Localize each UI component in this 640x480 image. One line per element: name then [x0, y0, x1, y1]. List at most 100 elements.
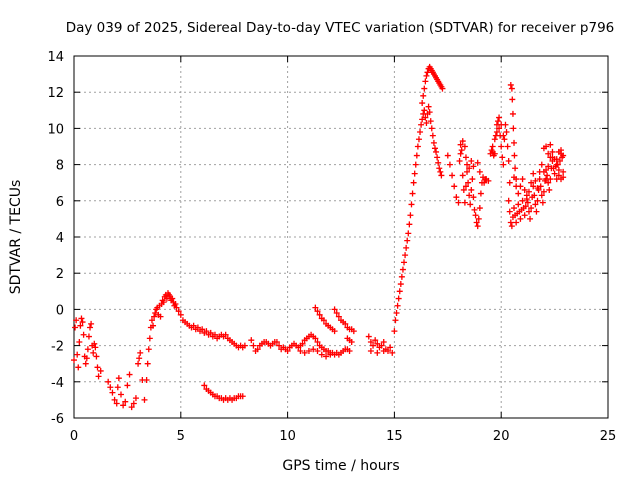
- data-point-marker: [466, 165, 473, 172]
- data-point-marker: [560, 174, 567, 181]
- data-point-marker: [150, 322, 157, 329]
- data-point-marker: [456, 157, 463, 164]
- data-point-marker: [397, 281, 404, 288]
- data-point-marker: [207, 329, 214, 336]
- data-point-marker: [460, 186, 467, 193]
- data-point-marker: [511, 139, 518, 146]
- data-point-marker: [462, 183, 469, 190]
- data-point-marker: [511, 205, 518, 212]
- data-point-marker: [109, 389, 116, 396]
- data-point-marker: [476, 205, 483, 212]
- data-point-marker: [509, 110, 516, 117]
- x-tick-label: 15: [386, 429, 403, 444]
- data-point-marker: [449, 172, 456, 179]
- data-point-marker: [412, 161, 419, 168]
- data-point-marker: [314, 338, 321, 345]
- data-point-marker: [481, 179, 488, 186]
- data-point-marker: [425, 103, 432, 110]
- data-point-marker: [457, 141, 464, 148]
- data-point-marker: [312, 304, 319, 311]
- data-point-marker: [335, 313, 342, 320]
- data-point-marker: [399, 266, 406, 273]
- data-point-marker: [455, 199, 462, 206]
- data-point-marker: [545, 150, 552, 157]
- data-point-marker: [560, 168, 567, 175]
- data-point-marker: [137, 349, 144, 356]
- data-point-marker: [91, 340, 98, 347]
- data-point-marker: [507, 219, 514, 226]
- data-point-marker: [525, 188, 532, 195]
- data-point-marker: [431, 145, 438, 152]
- data-point-marker: [458, 147, 465, 154]
- data-point-marker: [453, 194, 460, 201]
- data-point-marker: [128, 404, 135, 411]
- data-point-marker: [130, 400, 137, 407]
- data-point-marker: [555, 172, 562, 179]
- data-point-marker: [120, 402, 127, 409]
- data-point-marker: [436, 165, 443, 172]
- data-point-marker: [75, 364, 82, 371]
- data-point-marker: [485, 177, 492, 184]
- data-point-marker: [372, 337, 379, 344]
- data-point-marker: [408, 201, 415, 208]
- data-point-marker: [82, 360, 89, 367]
- data-point-marker: [146, 335, 153, 342]
- data-point-marker: [515, 190, 522, 197]
- data-point-marker: [523, 195, 530, 202]
- data-point-marker: [496, 125, 503, 132]
- data-point-marker: [500, 132, 507, 139]
- data-point-marker: [365, 333, 372, 340]
- y-tick-label: -2: [51, 340, 64, 355]
- data-point-marker: [429, 132, 436, 139]
- x-tick-label: 10: [279, 429, 296, 444]
- data-point-marker: [489, 143, 496, 150]
- data-point-marker: [474, 223, 481, 230]
- data-point-marker: [534, 185, 541, 192]
- data-point-marker: [422, 114, 429, 121]
- data-point-marker: [73, 317, 80, 324]
- data-point-marker: [438, 172, 445, 179]
- data-point-marker: [531, 192, 538, 199]
- data-point-marker: [474, 159, 481, 166]
- data-point-marker: [498, 121, 505, 128]
- data-point-marker: [459, 138, 466, 145]
- data-point-marker: [107, 384, 114, 391]
- data-point-marker: [491, 150, 498, 157]
- data-point-marker: [380, 348, 387, 355]
- y-tick-label: 4: [56, 231, 64, 246]
- data-point-marker: [560, 152, 567, 159]
- data-point-marker: [90, 349, 97, 356]
- data-point-marker: [114, 384, 121, 391]
- data-point-marker: [556, 157, 563, 164]
- data-point-marker: [473, 219, 480, 226]
- y-tick-label: 0: [56, 303, 64, 318]
- data-point-marker: [537, 183, 544, 190]
- y-tick-label: -6: [51, 412, 64, 427]
- data-point-marker: [419, 116, 426, 123]
- data-point-marker: [203, 328, 210, 335]
- data-point-marker: [312, 335, 319, 342]
- data-point-marker: [414, 143, 421, 150]
- data-point-marker: [122, 398, 129, 405]
- data-point-marker: [389, 349, 396, 356]
- data-point-marker: [320, 317, 327, 324]
- data-point-marker: [74, 351, 81, 358]
- data-point-marker: [409, 190, 416, 197]
- data-point-marker: [144, 360, 151, 367]
- data-point-marker: [539, 199, 546, 206]
- axis-ticks: [73, 55, 609, 419]
- data-point-marker: [401, 259, 408, 266]
- data-point-marker: [113, 400, 120, 407]
- data-point-marker: [406, 221, 413, 228]
- data-point-marker: [464, 161, 471, 168]
- data-point-marker: [172, 300, 179, 307]
- data-point-marker: [248, 337, 255, 344]
- data-point-marker: [79, 319, 86, 326]
- y-tick-label: 6: [56, 195, 64, 210]
- data-point-marker: [549, 154, 556, 161]
- data-point-marker: [254, 346, 261, 353]
- data-point-marker: [430, 139, 437, 146]
- data-point-marker: [444, 152, 451, 159]
- data-point-marker: [538, 192, 545, 199]
